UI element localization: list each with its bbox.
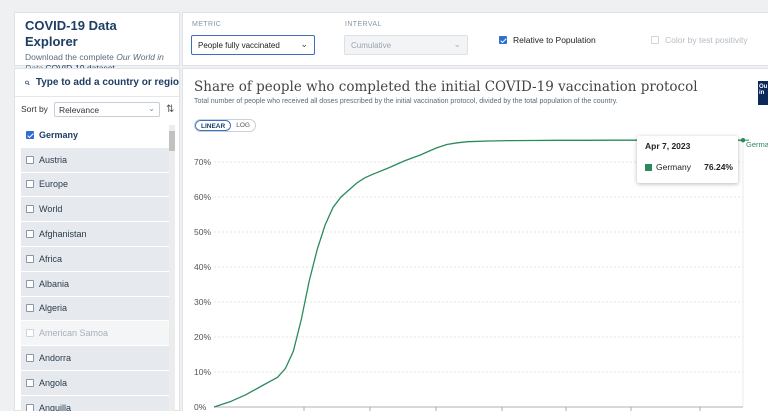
entity-sidebar: Type to add a country or regio Sort by R… xyxy=(14,68,180,411)
tooltip-series-name: Germany xyxy=(656,162,691,172)
y-tick-label: 60% xyxy=(194,192,211,202)
scale-toggle: LINEAR LOG xyxy=(194,119,256,132)
chart-panel: Share of people who completed the initia… xyxy=(182,68,768,411)
tooltip-row: Germany 76.24% xyxy=(645,162,733,172)
list-item-label: Europe xyxy=(39,179,69,190)
relative-to-population-label: Relative to Population xyxy=(513,35,596,45)
list-item-label: Anguilla xyxy=(39,402,72,411)
tooltip-value: 76.24% xyxy=(704,162,733,172)
tooltip-date: Apr 7, 2023 xyxy=(645,141,691,151)
series-end-point xyxy=(740,137,746,143)
scrollbar-thumb[interactable] xyxy=(169,131,175,151)
list-item[interactable]: Albania xyxy=(21,271,169,297)
list-item[interactable]: World xyxy=(21,197,169,223)
checkbox-checked-icon[interactable] xyxy=(26,130,34,139)
sort-row: Sort by Relevance ⌄ ⇅ xyxy=(15,97,179,121)
metric-select[interactable]: People fully vaccinated ⌄ xyxy=(191,35,315,55)
series-color-swatch xyxy=(645,163,652,171)
y-tick-label: 10% xyxy=(194,367,211,377)
list-item[interactable]: Africa xyxy=(21,246,169,272)
list-item-label: Andorra xyxy=(39,353,72,364)
sort-select[interactable]: Relevance ⌄ xyxy=(53,101,160,117)
relative-to-population-toggle[interactable]: Relative to Population xyxy=(499,35,596,45)
list-item-label: Angola xyxy=(39,377,68,388)
search-input[interactable]: Type to add a country or regio xyxy=(35,77,179,88)
chevron-down-icon: ⌄ xyxy=(148,103,155,113)
series-end-label: Germa xyxy=(746,140,768,149)
checkbox-unchecked-icon[interactable] xyxy=(26,378,34,387)
list-item[interactable]: Andorra xyxy=(21,346,169,371)
list-item-label: World xyxy=(39,204,63,215)
chart-subtitle: Total number of people who received all … xyxy=(194,98,618,105)
metric-select-value: People fully vaccinated xyxy=(198,41,280,50)
y-tick-label: 20% xyxy=(194,332,211,342)
download-note-prefix: Download the complete xyxy=(25,52,117,62)
list-item[interactable]: Afghanistan xyxy=(21,222,169,247)
checkbox-checked-icon[interactable] xyxy=(499,36,507,44)
list-item-label: Albania xyxy=(39,278,70,289)
list-item[interactable]: Angola xyxy=(21,370,169,396)
search-bar[interactable]: Type to add a country or regio xyxy=(15,69,179,97)
list-item-label: Afghanistan xyxy=(39,229,87,240)
series-line-germany xyxy=(213,139,743,408)
owid-logo: Ou in xyxy=(758,81,768,105)
y-tick-label: 0% xyxy=(194,402,207,411)
checkbox-unchecked-icon[interactable] xyxy=(26,205,34,214)
checkbox-unchecked-icon[interactable] xyxy=(26,329,34,338)
list-item[interactable]: American Samoa xyxy=(21,321,169,347)
sort-order-icon[interactable]: ⇅ xyxy=(165,103,175,115)
controls-bar: METRIC People fully vaccinated ⌄ INTERVA… xyxy=(182,12,768,66)
list-item[interactable]: Anguilla xyxy=(21,395,169,411)
checkbox-unchecked-icon[interactable] xyxy=(26,230,34,239)
list-item-label: Germany xyxy=(39,129,79,140)
checkbox-unchecked-icon[interactable] xyxy=(26,155,34,164)
chevron-down-icon: ⌄ xyxy=(453,39,461,49)
y-tick-label: 40% xyxy=(194,262,211,272)
app-title: COVID-19 Data Explorer xyxy=(25,18,117,49)
checkbox-unchecked-icon[interactable] xyxy=(26,304,34,313)
list-item[interactable]: Europe xyxy=(21,172,169,198)
list-item[interactable]: Austria xyxy=(21,147,169,173)
chevron-down-icon: ⌄ xyxy=(300,39,308,49)
checkbox-unchecked-icon[interactable] xyxy=(26,279,34,288)
list-item-label: Africa xyxy=(39,253,63,264)
interval-select-value: Cumulative xyxy=(351,41,392,50)
list-scrollbar[interactable] xyxy=(169,125,175,411)
list-item-label: American Samoa xyxy=(39,328,109,339)
interval-label: INTERVAL xyxy=(345,21,382,28)
checkbox-unchecked-icon[interactable] xyxy=(651,36,659,44)
interval-select[interactable]: Cumulative ⌄ xyxy=(344,35,468,55)
color-by-positivity-toggle[interactable]: Color by test positivity xyxy=(651,35,748,45)
log-scale-button[interactable]: LOG xyxy=(236,122,250,129)
list-item[interactable]: Germany xyxy=(21,123,169,148)
linear-scale-button[interactable]: LINEAR xyxy=(195,120,232,131)
list-item-label: Austria xyxy=(39,154,68,165)
sort-label: Sort by xyxy=(21,104,48,114)
checkbox-unchecked-icon[interactable] xyxy=(26,354,34,363)
chart-title: Share of people who completed the initia… xyxy=(194,79,698,95)
list-item[interactable]: Algeria xyxy=(21,296,169,322)
chart-tooltip: Apr 7, 2023 Germany 76.24% xyxy=(637,136,738,183)
sort-select-value: Relevance xyxy=(58,104,100,115)
search-icon xyxy=(25,80,30,85)
list-item-label: Algeria xyxy=(39,303,68,314)
checkbox-unchecked-icon[interactable] xyxy=(26,254,34,263)
entity-list: Germany Austria Europe World Afghanistan Afri… xyxy=(21,123,169,411)
color-by-positivity-label: Color by test positivity xyxy=(665,35,748,45)
checkbox-unchecked-icon[interactable] xyxy=(26,180,34,189)
y-tick-label: 50% xyxy=(194,227,211,237)
y-tick-label: 70% xyxy=(194,157,211,167)
metric-label: METRIC xyxy=(192,21,222,28)
y-tick-label: 30% xyxy=(194,297,211,307)
